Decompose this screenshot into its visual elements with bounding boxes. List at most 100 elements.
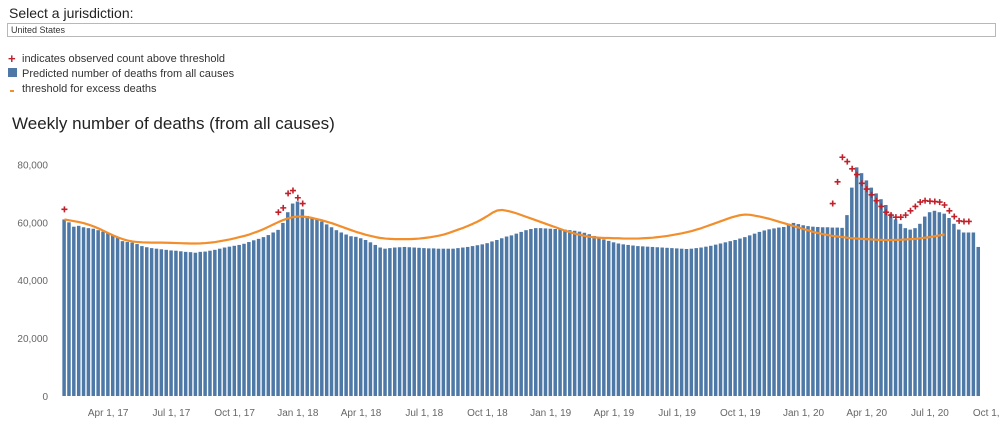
bar (937, 212, 942, 396)
bar (932, 210, 937, 396)
bar (232, 245, 237, 396)
bar (110, 235, 115, 396)
bar (422, 248, 426, 396)
bar (509, 235, 514, 396)
bar (850, 187, 854, 396)
bar (514, 233, 519, 396)
bar (923, 216, 927, 396)
bar (96, 230, 100, 396)
x-tick-label: Oct 1, 17 (214, 408, 255, 419)
bar (324, 224, 329, 396)
above-threshold-marker (61, 206, 68, 213)
deaths-chart: 0 20,000 40,000 60,000 80,000 Apr 1, 17 Jul 1,… (17, 154, 1000, 419)
bar (757, 231, 762, 396)
line-icon (8, 83, 22, 95)
bar (835, 227, 839, 396)
bar (952, 223, 956, 396)
y-tick-label: 60,000 (17, 218, 48, 229)
bar (451, 248, 455, 396)
bar (339, 232, 344, 396)
above-threshold-marker (829, 200, 836, 207)
bar (135, 244, 139, 396)
bar (188, 252, 193, 396)
bar (349, 236, 353, 396)
bar (655, 247, 660, 396)
bar (169, 250, 173, 396)
bar (602, 239, 606, 396)
bar (524, 230, 528, 396)
above-threshold-marker (907, 207, 914, 214)
bar (363, 240, 368, 396)
x-tick-label: Oct 1, 20 (973, 408, 1000, 419)
bar (679, 248, 684, 396)
above-threshold-marker (858, 180, 865, 187)
bar (781, 226, 786, 396)
bar (446, 248, 450, 396)
above-threshold-marker (868, 191, 875, 198)
bar (597, 237, 601, 396)
y-tick-label: 40,000 (17, 276, 48, 287)
bar (247, 242, 251, 396)
bar (470, 246, 475, 396)
bar (125, 242, 130, 396)
bar (971, 232, 976, 396)
bar (636, 246, 640, 396)
bar (154, 248, 159, 396)
above-threshold-marker (873, 197, 880, 204)
above-threshold-marker (965, 218, 972, 225)
bar (76, 225, 81, 396)
bar (553, 229, 557, 396)
above-threshold-marker (912, 203, 919, 210)
bar (174, 250, 178, 396)
bar (913, 228, 917, 396)
x-tick-label: Apr 1, 19 (594, 408, 635, 419)
bar (286, 212, 290, 396)
bar (864, 180, 869, 396)
bar (694, 248, 698, 396)
bar (295, 201, 300, 396)
bar (344, 234, 348, 396)
bar (572, 230, 577, 396)
bar (227, 246, 232, 396)
bar (558, 229, 562, 396)
threshold-line (64, 208, 945, 245)
x-tick-label: Jan 1, 20 (783, 408, 825, 419)
bar (334, 230, 339, 396)
bar (465, 246, 470, 396)
bar (942, 213, 946, 396)
bar (767, 229, 771, 396)
bar (91, 228, 96, 396)
bar (159, 249, 164, 396)
bar (791, 222, 796, 396)
bar (115, 237, 120, 396)
bar (874, 193, 878, 396)
bar (577, 231, 582, 396)
bar (305, 215, 309, 396)
bar (310, 217, 314, 396)
bar (675, 248, 679, 396)
bar (908, 229, 912, 396)
above-threshold-marker (941, 201, 948, 208)
bar (976, 246, 980, 396)
bar (713, 244, 718, 396)
bar (86, 228, 91, 396)
bar (626, 244, 630, 396)
above-threshold-marker (280, 204, 287, 211)
bar (373, 244, 378, 396)
x-tick-label: Jul 1, 19 (658, 408, 696, 419)
bar (606, 240, 611, 396)
bar (378, 247, 382, 396)
x-tick-label: Jul 1, 17 (152, 408, 190, 419)
bar (660, 247, 664, 396)
bar (149, 248, 154, 396)
y-tick-label: 80,000 (17, 160, 48, 171)
above-threshold-marker (951, 213, 958, 220)
bar (208, 250, 212, 396)
bar (611, 242, 616, 396)
bar (393, 247, 397, 396)
bar (888, 213, 893, 396)
jurisdiction-select[interactable]: United States (7, 23, 996, 37)
bar (733, 240, 737, 396)
bar (256, 238, 261, 396)
bar (592, 235, 596, 396)
